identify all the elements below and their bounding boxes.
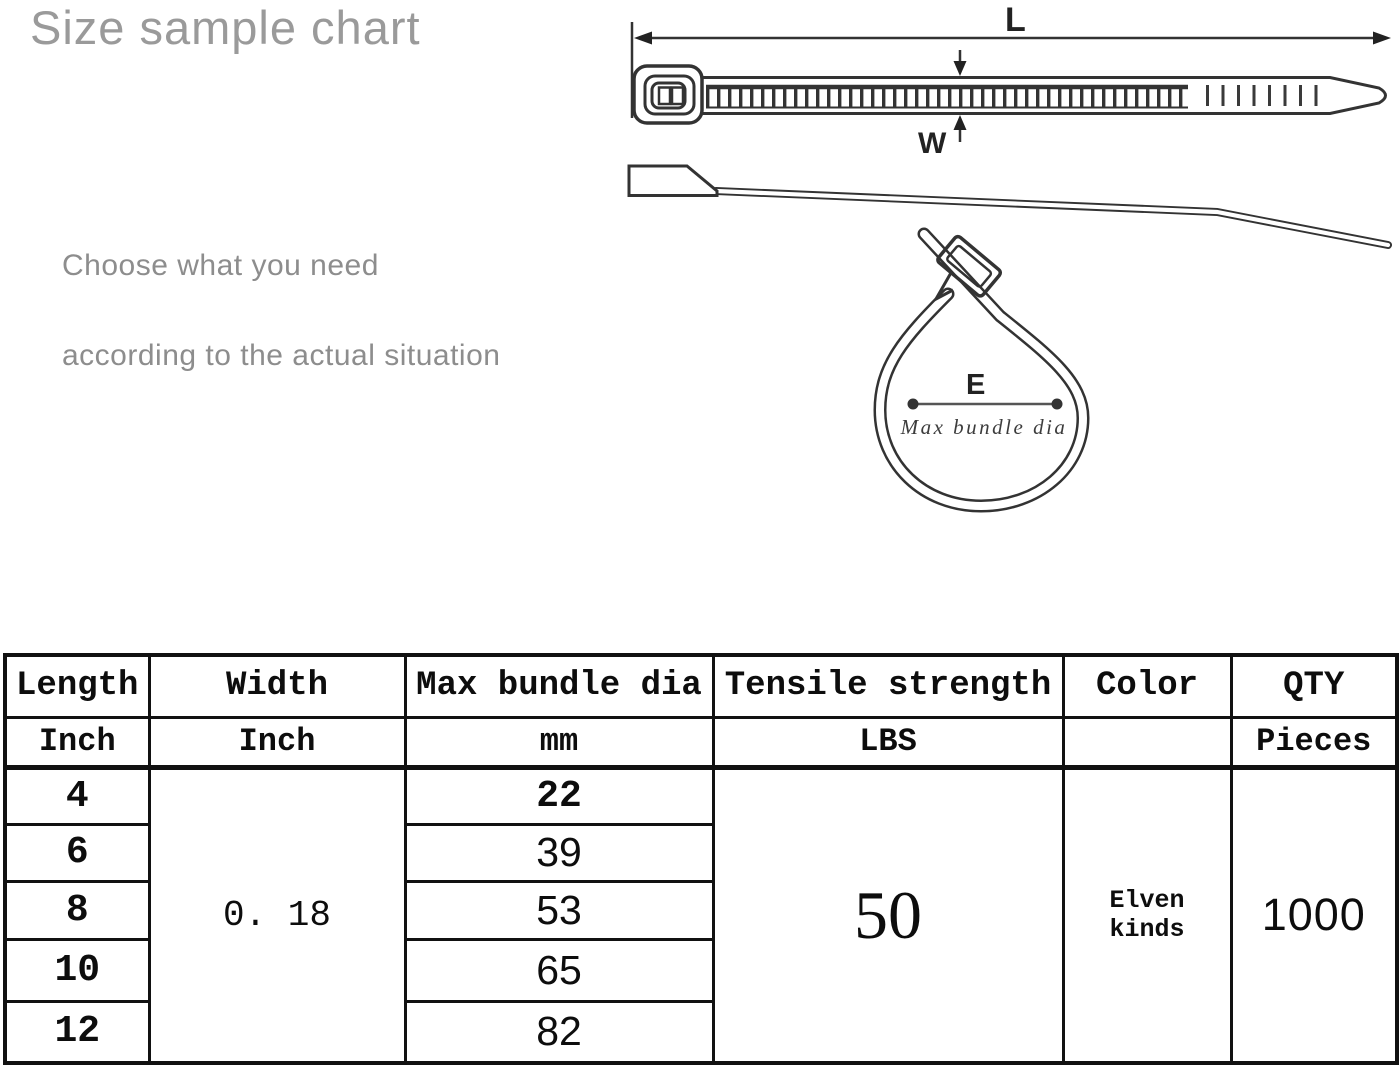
width-value: 0. 18 [147, 765, 407, 1065]
column-header-width: Width [147, 653, 407, 719]
column-header-qty: QTY [1229, 653, 1399, 719]
max-bundle-dia-value: 65 [403, 937, 715, 1003]
loop-head [936, 234, 1003, 298]
side-strap-core [713, 188, 1391, 248]
side-view-drawing [627, 164, 1392, 249]
width-dimension-label: W [918, 127, 947, 160]
e-dot-right [1051, 398, 1063, 410]
plan-view-drawing [630, 22, 1391, 142]
tie-head-outline [632, 64, 704, 125]
length-value: 6 [3, 822, 151, 883]
length-value: 4 [3, 765, 151, 826]
table-unit-row: Inch Inch mm LBS Pieces [3, 715, 1399, 770]
loop-head-inner [946, 244, 993, 288]
qty-value: 1000 [1229, 765, 1399, 1065]
cable-tie-diagram: L W E Max bundle dia [627, 1, 1392, 513]
tie-head-pawl-left [657, 86, 672, 106]
l-arrowhead-left [634, 31, 652, 45]
table-row: 8 53 [3, 879, 1397, 941]
diameter-caption: Max bundle dia [900, 415, 1068, 439]
column-header-color: Color [1061, 653, 1233, 719]
max-bundle-dia-value: 53 [403, 879, 715, 941]
max-bundle-dia-value: 82 [403, 999, 715, 1065]
tie-head-inner [643, 74, 696, 116]
unit-max-bundle-dia: mm [403, 715, 715, 770]
l-arrowhead-right [1373, 31, 1391, 45]
table-header-row: Length Width Max bundle dia Tensile stre… [3, 653, 1399, 719]
e-dot-left [907, 398, 919, 410]
unit-tensile-strength: LBS [711, 715, 1065, 770]
tie-tip-ticks [1206, 85, 1322, 106]
tie-teeth [706, 87, 1188, 108]
column-header-length: Length [3, 653, 151, 719]
length-value: 10 [3, 937, 151, 1003]
unit-width: Inch [147, 715, 407, 770]
unit-qty: Pieces [1229, 715, 1399, 770]
length-dimension-label: L [1005, 1, 1026, 39]
diameter-dimension-label: E [966, 369, 985, 401]
w-arrowhead-up [953, 115, 967, 130]
loop-view-drawing [873, 227, 1090, 513]
note-line-2: according to the actual situation [62, 339, 501, 372]
page-title: Size sample chart [30, 1, 421, 54]
side-head [627, 164, 719, 197]
tensile-strength-value: 50 [711, 765, 1065, 1065]
size-spec-table: Length Width Max bundle dia Tensile stre… [3, 653, 1399, 1065]
unit-length: Inch [3, 715, 151, 770]
length-value: 8 [3, 879, 151, 941]
unit-color [1061, 715, 1233, 770]
loop-strap-core [875, 230, 1088, 511]
table-row: 6 39 [3, 822, 1397, 883]
length-value: 12 [3, 999, 151, 1065]
loop-head-latch [932, 270, 954, 303]
max-bundle-dia-value: 22 [403, 765, 715, 826]
table-row: 4 0. 18 22 50 Elven kinds 1000 [3, 765, 1399, 1065]
column-header-tensile-strength: Tensile strength [711, 653, 1065, 719]
table-row: 12 82 [3, 999, 1397, 1065]
w-arrowhead-down [953, 61, 967, 76]
tie-head-pawl-right [670, 86, 685, 106]
max-bundle-dia-value: 39 [403, 822, 715, 883]
side-strap-outer [712, 187, 1392, 249]
column-header-max-bundle-dia: Max bundle dia [403, 653, 715, 719]
tie-head-slot [650, 81, 687, 110]
loop-head-outline [936, 234, 1003, 298]
color-value: Elven kinds [1061, 765, 1233, 1065]
table-row: 10 65 [3, 937, 1397, 1003]
note-line-1: Choose what you need [62, 249, 379, 282]
